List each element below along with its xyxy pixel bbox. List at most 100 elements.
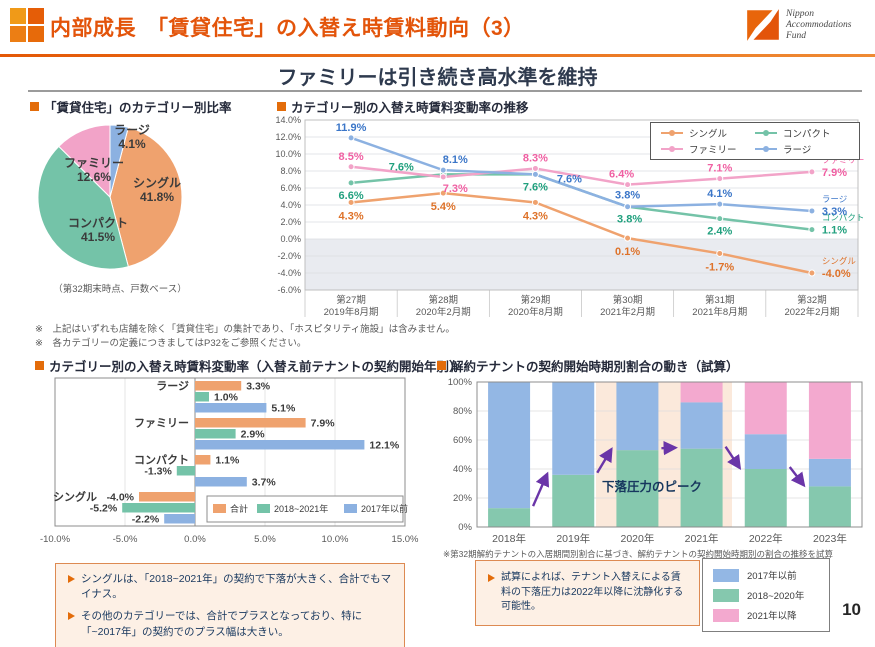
bar-section-title: カテゴリー別の入替え時賃料変動率（入替え前テナントの契約開始年別） [35,356,462,375]
svg-text:3.3%: 3.3% [822,206,847,218]
svg-text:ラージ: ラージ [114,123,150,137]
svg-text:1.1%: 1.1% [822,225,847,237]
line-section-title: カテゴリー別の入替え時賃料変動率の推移 [277,97,529,116]
svg-text:合計: 合計 [230,503,248,514]
svg-text:0%: 0% [458,522,472,533]
logo-line3: Fund [786,31,807,41]
svg-text:-6.0%: -6.0% [277,285,301,295]
svg-text:1.0%: 1.0% [214,392,239,404]
slide-headline: ファミリーは引き続き高水準を維持 [277,67,598,89]
svg-text:2022年2月期: 2022年2月期 [784,306,839,318]
svg-text:7.6%: 7.6% [557,173,582,185]
svg-text:8.0%: 8.0% [280,166,301,176]
svg-text:10.0%: 10.0% [322,534,349,545]
svg-text:ファミリー: ファミリー [64,156,124,170]
line-chart-legend: シングル コンパクト ファミリー ラージ [650,122,860,160]
svg-text:10.0%: 10.0% [275,149,301,159]
svg-text:8.3%: 8.3% [523,152,548,164]
stack-section-title: 解約テナントの契約開始時期別割合の動き（試算） [437,356,739,375]
section-bullet-icon [437,361,446,370]
svg-text:15.0%: 15.0% [392,534,419,545]
svg-text:12.1%: 12.1% [369,440,399,452]
svg-text:4.1%: 4.1% [707,188,732,200]
svg-text:ラージ: ラージ [822,194,847,204]
callout-text: シングルは、「2018~2021年」の契約で下落が大きく、合計でもマイナス。 [81,573,392,601]
bullet-triangle-icon [488,574,495,583]
svg-text:2021年: 2021年 [685,532,719,545]
svg-text:6.6%: 6.6% [339,190,364,202]
svg-text:シングル: シングル [53,490,97,504]
bullet-triangle-icon [68,612,75,621]
svg-text:-5.2%: -5.2% [90,503,118,515]
svg-text:3.7%: 3.7% [252,477,277,489]
section-bullet-icon [35,361,44,370]
svg-text:100%: 100% [448,377,473,388]
pie-chart: シングル 41.8% コンパクト 41.5% ファミリー 12.6% ラージ 4.1% （第3… [20,115,220,300]
svg-text:7.9%: 7.9% [311,418,336,430]
svg-text:8.1%: 8.1% [443,154,468,166]
stack-section-title-text: 解約テナントの契約開始時期別割合の動き（試算） [451,360,739,374]
footnotes: ※ 上記はいずれも店舗を除く「賃貸住宅」の集計であり、「ホスピタリティ施設」は含… [35,323,455,351]
svg-text:4.3%: 4.3% [523,210,548,222]
svg-text:7.1%: 7.1% [707,163,732,175]
svg-text:2018年: 2018年 [492,532,526,545]
naf-logo-icon [747,9,779,41]
svg-text:7.9%: 7.9% [822,167,847,179]
legend-item: ラージ [755,142,849,156]
svg-text:第27期: 第27期 [336,294,366,306]
svg-text:41.8%: 41.8% [140,190,174,204]
stacked-chart-legend: 2017年以前 2018~2020年 2021年以降 [702,558,830,632]
logo-line1: Nippon [786,9,814,19]
svg-text:4.3%: 4.3% [339,210,364,222]
svg-text:2021年8月期: 2021年8月期 [692,306,747,318]
svg-text:7.3%: 7.3% [443,183,468,195]
svg-text:2.4%: 2.4% [707,226,732,238]
header-divider [0,54,875,57]
callout-item: 試算によれば、テナント入替えによる賃料の下落圧力は2022年以降に沈静化する可能… [488,571,687,615]
stack-chart-note: ※第32期解約テナントの入居期間別割合に基づき、解約テナントの契約開始時期別の割… [443,549,833,559]
logo-text: Nippon Accommodations Fund [786,9,851,42]
bar-section-title-text: カテゴリー別の入替え時賃料変動率（入替え前テナントの契約開始年別） [49,360,462,374]
page-number: 10 [842,600,861,619]
callout-text: 試算によれば、テナント入替えによる賃料の下落圧力は2022年以降に沈静化する可能… [501,572,684,613]
svg-text:第29期: 第29期 [521,294,551,306]
svg-text:シングル: シングル [133,175,181,190]
svg-text:0.0%: 0.0% [280,234,301,244]
footnote: ※ 各カテゴリーの定義につきましてはP32をご参照ください。 [35,338,307,349]
svg-text:5.0%: 5.0% [254,534,276,545]
svg-text:8.5%: 8.5% [339,151,364,163]
callout-item: その他のカテゴリーでは、合計でプラスとなっており、特に「~2017年」の契約での… [68,609,392,639]
pie-section-title-text: 「賃貸住宅」のカテゴリー別比率 [44,101,232,115]
section-bullet-icon [30,102,39,111]
svg-text:2020年8月期: 2020年8月期 [508,306,563,318]
legend-item: コンパクト [755,126,849,140]
footnote: ※ 上記はいずれも店舗を除く「賃貸住宅」の集計であり、「ホスピタリティ施設」は含… [35,324,455,335]
svg-text:-1.3%: -1.3% [144,466,172,478]
stacked-bar-chart: 0% 20% 40% 60% 80% 100% 2018年 2019年 2020年 2021年 20… [437,372,869,548]
svg-text:1.1%: 1.1% [215,455,240,467]
svg-text:ファミリー: ファミリー [134,417,189,430]
svg-text:0.0%: 0.0% [184,534,206,545]
section-bullet-icon [277,102,286,111]
svg-text:5.1%: 5.1% [271,403,296,415]
svg-text:4.1%: 4.1% [118,137,146,151]
callout-item: シングルは、「2018~2021年」の契約で下落が大きく、合計でもマイナス。 [68,572,392,602]
svg-text:40%: 40% [453,464,473,475]
svg-text:6.0%: 6.0% [280,183,301,193]
legend-item: 2017年以前 [713,568,819,582]
svg-text:12.0%: 12.0% [275,132,301,142]
svg-text:3.3%: 3.3% [246,381,271,393]
svg-text:-4.0%: -4.0% [107,492,135,504]
legend-item: 2021年以降 [713,608,819,622]
svg-text:第30期: 第30期 [613,294,643,306]
right-callout-box: 試算によれば、テナント入替えによる賃料の下落圧力は2022年以降に沈静化する可能… [475,560,700,626]
header-deco-squares-icon [10,8,44,42]
svg-text:7.6%: 7.6% [523,181,548,193]
svg-text:-2.0%: -2.0% [277,251,301,261]
legend-item: ファミリー [661,142,755,156]
svg-text:-2.2%: -2.2% [132,514,160,526]
svg-text:ラージ: ラージ [156,380,189,393]
svg-text:80%: 80% [453,406,473,417]
svg-text:12.6%: 12.6% [77,170,111,184]
